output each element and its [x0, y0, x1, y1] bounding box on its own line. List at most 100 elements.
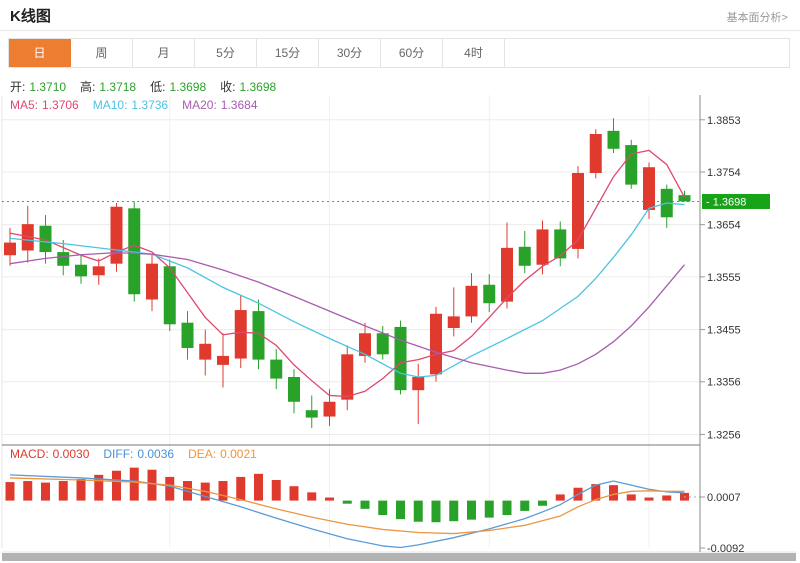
ma-label-0: MA5:	[10, 98, 39, 112]
candle-body	[394, 326, 407, 391]
candle-body	[376, 333, 389, 355]
candle-body	[57, 252, 70, 266]
macd-value-2: 0.0021	[220, 447, 257, 461]
macd-bar	[609, 485, 618, 501]
macd-bar	[484, 500, 494, 518]
kline-chart-svg[interactable]: 1.3853 1.3754 1.3654 1.3555 1.3455 1.3356 1.32…	[0, 95, 800, 563]
tab-period-0[interactable]: 日	[9, 39, 71, 67]
candle-body	[643, 167, 655, 210]
tab-period-4[interactable]: 15分	[257, 39, 319, 67]
macd-bar	[626, 494, 636, 501]
ohlc-label-0: 开:	[10, 80, 26, 94]
macd-bar	[236, 476, 246, 501]
macd-bar	[254, 473, 263, 501]
ma-label-2: MA20:	[182, 98, 217, 112]
macd-bar	[112, 470, 121, 501]
candle-body	[678, 195, 691, 202]
tab-period-5[interactable]: 30分	[319, 39, 381, 67]
macd-bar	[342, 500, 352, 504]
axis-tick-label: 1.3853	[707, 115, 741, 127]
macd-bar	[325, 497, 334, 501]
macd-bar	[360, 500, 370, 509]
tab-period-2[interactable]: 月	[133, 39, 195, 67]
macd-bar	[520, 500, 530, 511]
macd-diff-line	[9, 474, 685, 549]
tab-bar-spacer	[505, 39, 789, 67]
macd-bar	[271, 480, 281, 501]
candle-body	[288, 377, 300, 402]
axis-tick-label: 1.3654	[707, 220, 741, 232]
macd-bar	[449, 500, 459, 522]
candle-body	[607, 130, 620, 149]
axis-tick-label: 1.3356	[707, 377, 741, 389]
macd-bar	[23, 481, 33, 501]
tab-period-6[interactable]: 60分	[381, 39, 443, 67]
tab-period-3[interactable]: 5分	[195, 39, 257, 67]
page-title: K线图	[10, 8, 51, 25]
macd-bar	[5, 482, 15, 501]
macd-value-0: 0.0030	[52, 447, 90, 461]
ma20-line	[9, 251, 685, 374]
candle-body	[465, 285, 478, 317]
ma10-line	[9, 202, 685, 378]
candle-body	[501, 247, 513, 302]
macd-row: MACD: 0.0030 DIFF: 0.0036 DEA: 0.0021	[10, 447, 271, 461]
ma-value-0: 1.3706	[42, 98, 79, 112]
axis-tick-label: 1.3455	[707, 325, 741, 337]
candle-body	[163, 266, 176, 325]
axis-tick-label: 0.0007	[707, 492, 741, 504]
macd-bar	[76, 478, 86, 501]
candle-body	[625, 145, 638, 185]
candle-body	[412, 377, 425, 391]
period-tab-bar: 日周月 5分 15分 30分 60分 4时	[8, 38, 790, 68]
macd-bar	[129, 467, 139, 501]
ohlc-value-0: 1.3710	[29, 80, 67, 94]
macd-bar	[413, 500, 423, 522]
candle-body	[359, 333, 371, 356]
candle-body	[110, 206, 123, 264]
macd-bar	[555, 494, 565, 501]
candle-body	[199, 343, 212, 360]
candle-body	[270, 359, 283, 379]
candle-body	[554, 229, 567, 259]
axis-tick-label: 1.3555	[707, 272, 741, 284]
candle-body	[518, 246, 531, 266]
macd-bar	[644, 497, 654, 501]
axis-tick-label: -0.0092	[707, 543, 744, 555]
macd-label-1: DIFF:	[103, 447, 134, 461]
macd-bar	[289, 486, 299, 501]
tab-period-7[interactable]: 4时	[443, 39, 505, 67]
candle-body	[589, 134, 602, 174]
macd-bar	[41, 482, 50, 501]
macd-bar	[165, 476, 175, 501]
ma-row: MA5: 1.3706 MA10: 1.3736 MA20: 1.3684	[10, 98, 272, 112]
macd-bar	[662, 495, 672, 501]
fundamental-analysis-link[interactable]: 基本面分析>	[726, 12, 788, 24]
ohlc-value-1: 1.3718	[99, 80, 137, 94]
ohlc-label-3: 收:	[220, 80, 236, 94]
candle-body	[536, 229, 549, 265]
candle-body	[39, 225, 52, 253]
macd-bar	[467, 500, 476, 520]
ma-label-1: MA10:	[92, 98, 128, 112]
tab-period-1[interactable]: 周	[71, 39, 133, 67]
chart-scrollbar[interactable]	[2, 553, 796, 561]
candle-body	[252, 311, 265, 360]
macd-bar	[396, 500, 405, 520]
candle-body	[430, 313, 442, 375]
ohlc-label-2: 低:	[150, 80, 166, 94]
candle-body	[4, 242, 16, 256]
candle-body	[181, 322, 194, 349]
header-divider	[0, 30, 800, 31]
candle-body	[92, 266, 105, 276]
candle-body	[146, 263, 158, 300]
ma-value-2: 1.3684	[220, 98, 258, 112]
candle-body	[234, 310, 247, 359]
candle-body	[305, 410, 318, 418]
ohlc-value-3: 1.3698	[239, 80, 277, 94]
candle-body	[572, 173, 584, 249]
macd-bar	[58, 481, 68, 501]
current-price-badge	[702, 193, 770, 209]
macd-bar	[218, 481, 228, 501]
macd-bar	[431, 500, 441, 523]
